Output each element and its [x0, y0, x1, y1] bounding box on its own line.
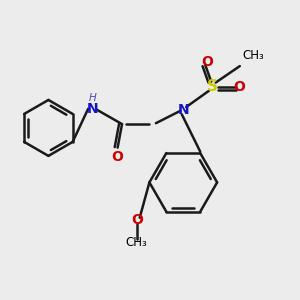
Text: N: N	[87, 102, 98, 116]
Text: CH₃: CH₃	[243, 49, 265, 62]
Text: O: O	[233, 80, 245, 94]
Text: O: O	[131, 213, 143, 227]
Text: O: O	[112, 150, 124, 164]
Text: N: N	[178, 103, 189, 117]
Text: O: O	[201, 55, 213, 69]
Text: S: S	[207, 80, 218, 94]
Text: CH₃: CH₃	[126, 236, 148, 249]
Text: H: H	[89, 94, 97, 103]
